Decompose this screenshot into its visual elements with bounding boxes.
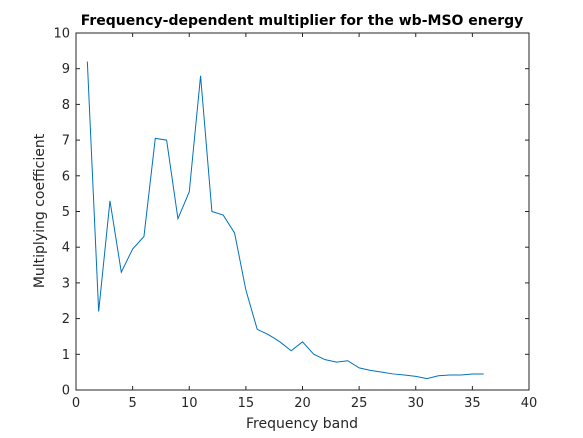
y-tick-label: 2: [62, 312, 70, 327]
x-tick-label: 5: [128, 396, 136, 411]
data-point: [279, 341, 280, 342]
data-point: [291, 350, 292, 351]
data-point: [404, 374, 405, 375]
data-point: [200, 75, 201, 76]
data-point: [472, 373, 473, 374]
data-point: [426, 378, 427, 379]
series-group: [86, 61, 484, 380]
data-point: [460, 374, 461, 375]
data-point: [87, 61, 88, 62]
data-point: [449, 374, 450, 375]
x-tick-label: 40: [521, 396, 538, 411]
data-point: [121, 272, 122, 273]
data-point: [132, 248, 133, 249]
x-tick-label: 25: [351, 396, 368, 411]
data-point: [257, 329, 258, 330]
data-point: [393, 373, 394, 374]
y-tick-label: 4: [62, 241, 70, 256]
data-point: [223, 214, 224, 215]
data-point: [359, 367, 360, 368]
data-point: [155, 138, 156, 139]
data-point: [177, 218, 178, 219]
data-point: [98, 311, 99, 312]
x-tick-label: 20: [294, 396, 311, 411]
x-tick-label: 15: [238, 396, 255, 411]
y-axis-label: Multiplying coefficient: [32, 133, 48, 288]
data-point: [483, 373, 484, 374]
data-point: [325, 359, 326, 360]
y-tick-label: 7: [62, 134, 70, 149]
series-line: [86, 61, 484, 380]
data-point: [245, 289, 246, 290]
data-point: [381, 372, 382, 373]
y-tick-label: 5: [62, 205, 70, 220]
data-point: [347, 360, 348, 361]
y-tick-label: 6: [62, 169, 70, 184]
y-tick-label: 3: [62, 276, 70, 291]
chart-title: Frequency-dependent multiplier for the w…: [81, 13, 524, 29]
data-point: [143, 236, 144, 237]
data-point: [302, 341, 303, 342]
data-point: [438, 375, 439, 376]
data-point: [370, 370, 371, 371]
y-tick-label: 8: [62, 98, 70, 113]
y-tick-label: 9: [62, 62, 70, 77]
data-point: [234, 232, 235, 233]
data-point: [336, 362, 337, 363]
x-tick-label: 0: [72, 396, 80, 411]
data-point: [211, 211, 212, 212]
data-point: [189, 191, 190, 192]
data-point: [268, 334, 269, 335]
data-point: [415, 376, 416, 377]
y-tick-label: 1: [62, 348, 70, 363]
y-tick-label: 10: [53, 27, 70, 42]
data-point: [109, 200, 110, 201]
axis-ticks: 0 5 10 15 20 25 30 35 40 0 1 2 3 4 5 6 7 8 9 10: [53, 27, 537, 412]
x-tick-label: 30: [407, 396, 424, 411]
x-tick-label: 35: [464, 396, 481, 411]
plot-area: [75, 32, 530, 391]
y-tick-label: 0: [62, 384, 70, 399]
data-point: [166, 140, 167, 141]
x-axis-label: Frequency band: [246, 416, 358, 432]
x-tick-label: 10: [181, 396, 198, 411]
data-point: [313, 354, 314, 355]
